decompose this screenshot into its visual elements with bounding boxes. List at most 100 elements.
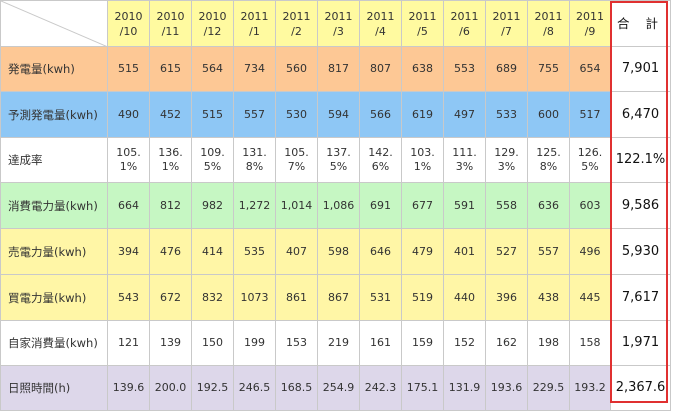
value-cell: 193.2 [569, 365, 611, 411]
value-cell: 594 [317, 91, 360, 138]
value-cell: 139 [149, 320, 192, 366]
value-text: 654 [579, 62, 601, 75]
value-cell: 150 [191, 320, 234, 366]
value-cell: 229.5 [527, 365, 570, 411]
value-text: 142. 6% [368, 146, 393, 173]
value-text: 131.9 [448, 381, 481, 394]
value-cell: 199 [233, 320, 276, 366]
value-cell: 560 [275, 46, 318, 92]
value-cell: 496 [569, 228, 611, 275]
table-row: 予測発電量(kwh) 490 452 515 557 530 594 566 619 497 533… [0, 91, 671, 138]
value-cell: 672 [149, 274, 192, 321]
value-text: 517 [579, 107, 601, 121]
total-cell: 5,930 [610, 228, 671, 275]
value-cell: 152 [443, 320, 486, 366]
month-header-label: 2010 /11 [156, 9, 185, 38]
value-text: 394 [118, 244, 139, 258]
value-text: 440 [454, 290, 475, 304]
value-cell: 832 [191, 274, 234, 321]
value-text: 159 [412, 336, 433, 349]
total-cell: 122.1% [610, 137, 671, 183]
value-text: 535 [244, 244, 265, 258]
value-cell: 445 [569, 274, 611, 321]
value-text: 594 [328, 107, 349, 121]
value-text: 600 [538, 107, 559, 121]
value-cell: 168.5 [275, 365, 318, 411]
value-text: 515 [202, 107, 223, 121]
value-text: 689 [496, 62, 517, 75]
value-text: 193.2 [574, 381, 606, 394]
value-text: 591 [454, 198, 475, 212]
value-text: 867 [328, 290, 349, 304]
value-cell: 558 [485, 182, 528, 229]
value-cell: 557 [233, 91, 276, 138]
month-header-cell: 2011 /6 [443, 0, 486, 47]
total-cell: 6,470 [610, 91, 671, 138]
value-cell: 479 [401, 228, 444, 275]
value-text: 136. 1% [158, 146, 183, 173]
value-text: 198 [538, 336, 559, 349]
value-text: 158 [579, 336, 601, 349]
value-text: 1,272 [238, 198, 271, 212]
value-text: 530 [286, 107, 307, 121]
row-label: 日照時間(h) [0, 365, 108, 411]
value-cell: 619 [401, 91, 444, 138]
value-text: 519 [412, 290, 433, 304]
value-text: 401 [454, 244, 475, 258]
month-header-label: 2011 /3 [324, 9, 353, 38]
value-cell: 615 [149, 46, 192, 92]
row-label: 達成率 [0, 137, 108, 183]
value-cell: 1,014 [275, 182, 318, 229]
value-cell: 543 [107, 274, 150, 321]
month-header-label: 2011 /9 [576, 9, 604, 38]
total-header-cell: 合 計 [610, 0, 671, 47]
value-cell: 664 [107, 182, 150, 229]
row-label: 売電力量(kwh) [0, 228, 108, 275]
month-header-cell: 2010 /11 [149, 0, 192, 47]
value-cell: 452 [149, 91, 192, 138]
value-cell: 603 [569, 182, 611, 229]
value-text: 619 [412, 107, 433, 121]
month-header-label: 2011 /6 [450, 9, 479, 38]
value-cell: 557 [527, 228, 570, 275]
month-header-label: 2011 /2 [282, 9, 311, 38]
value-cell: 159 [401, 320, 444, 366]
value-cell: 807 [359, 46, 402, 92]
value-cell: 254.9 [317, 365, 360, 411]
diagonal-divider [1, 1, 108, 47]
value-cell: 598 [317, 228, 360, 275]
value-text: 755 [538, 62, 559, 75]
value-cell: 755 [527, 46, 570, 92]
value-cell: 105. 1% [107, 137, 150, 183]
value-text: 242.3 [364, 381, 397, 394]
value-text: 109. 5% [200, 146, 225, 173]
value-text: 1073 [240, 290, 269, 304]
value-cell: 527 [485, 228, 528, 275]
value-cell: 519 [401, 274, 444, 321]
value-cell: 198 [527, 320, 570, 366]
value-text: 832 [202, 290, 223, 304]
value-cell: 497 [443, 91, 486, 138]
row-label: 買電力量(kwh) [0, 274, 108, 321]
value-cell: 193.6 [485, 365, 528, 411]
month-header-label: 2011 /8 [534, 9, 563, 38]
value-cell: 517 [569, 91, 611, 138]
value-cell: 129. 3% [485, 137, 528, 183]
value-text: 131. 8% [242, 146, 267, 173]
value-text: 219 [328, 336, 349, 349]
value-cell: 476 [149, 228, 192, 275]
value-text: 558 [496, 198, 517, 212]
value-text: 407 [286, 244, 307, 258]
value-text: 557 [244, 107, 265, 121]
value-text: 566 [370, 107, 391, 121]
value-text: 150 [202, 336, 223, 349]
value-text: 121 [118, 336, 139, 349]
value-cell: 153 [275, 320, 318, 366]
value-text: 126. 5% [577, 146, 603, 173]
value-cell: 530 [275, 91, 318, 138]
value-cell: 414 [191, 228, 234, 275]
month-header-label: 2011 /4 [366, 9, 395, 38]
value-cell: 490 [107, 91, 150, 138]
month-header-cell: 2011 /4 [359, 0, 402, 47]
value-cell: 162 [485, 320, 528, 366]
